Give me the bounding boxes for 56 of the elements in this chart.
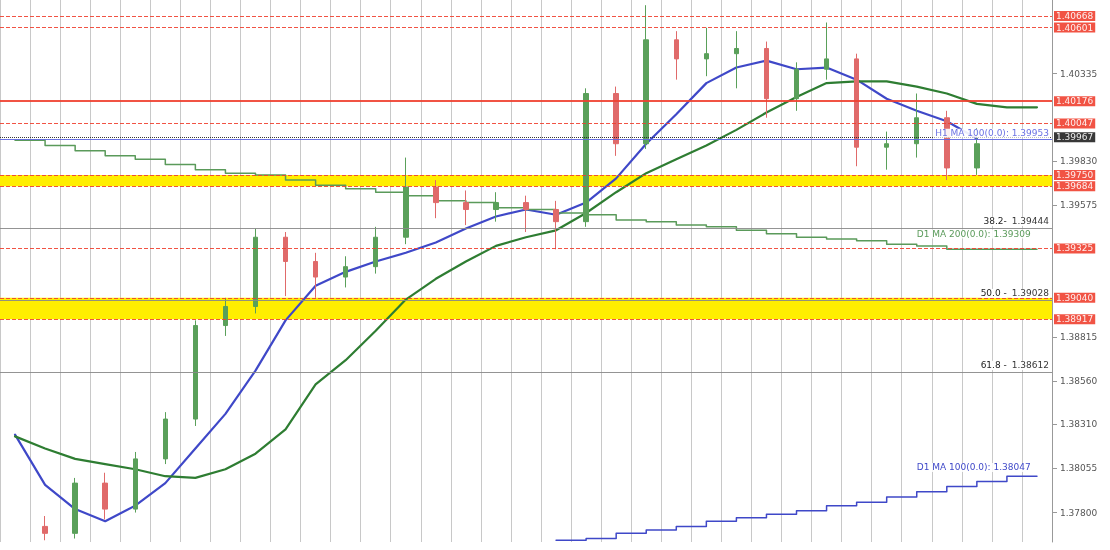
- ref-line-label: 1.39684: [1056, 181, 1094, 192]
- candlestick: [42, 515, 48, 541]
- candlestick: [283, 231, 288, 297]
- candlestick: [824, 22, 829, 81]
- ref-line-label: 1.39444: [1011, 216, 1050, 227]
- y-tick-label: 1.39830: [1060, 156, 1098, 167]
- candlestick: [373, 226, 378, 275]
- y-tick-label: 1.38815: [1060, 331, 1098, 342]
- annotation: 38.2-: [983, 216, 1007, 227]
- ref-line-label: 1.40047: [1056, 118, 1094, 129]
- y-tick-label: 1.40335: [1060, 68, 1098, 79]
- y-tick-label: 1.38560: [1060, 375, 1098, 386]
- candlestick: [163, 411, 168, 465]
- candlestick: [523, 195, 529, 233]
- annotation: 61.8 -: [980, 360, 1007, 371]
- ref-line-label: 1.39040: [1056, 292, 1094, 303]
- candlestick: [313, 252, 318, 299]
- ref-line-label: 1.40601: [1056, 22, 1094, 33]
- candlestick: [854, 53, 859, 167]
- candlestick: [734, 30, 739, 89]
- candlestick: [463, 189, 469, 226]
- y-tick-label: 1.39575: [1060, 200, 1098, 211]
- candlestick: [764, 41, 769, 119]
- candlestick: [253, 228, 258, 314]
- ref-line-label: 1.40176: [1056, 96, 1094, 107]
- ref-line-label: 1.39028: [1011, 288, 1050, 299]
- candlestick: [794, 61, 799, 112]
- series-label: D1 MA 100(0.0): 1.38047: [916, 462, 1031, 473]
- series-label: D1 MA 200(0.0): 1.39309: [916, 228, 1031, 239]
- ref-line-label: 1.38917: [1056, 314, 1094, 325]
- annotation: 50.0 -: [980, 288, 1007, 299]
- candlestick: [343, 255, 348, 288]
- y-tick-label: 1.38055: [1060, 463, 1098, 474]
- candlestick: [193, 319, 198, 427]
- candlestick: [223, 297, 228, 337]
- ref-line-label: H1 MA 100(0.0): 1.39953: [935, 128, 1049, 139]
- candlestick: [493, 191, 499, 223]
- candlestick: [914, 93, 919, 159]
- ref-line-label: 1.39750: [1056, 169, 1094, 180]
- ref-line-label: 1.38612: [1011, 360, 1049, 371]
- ref-line-label: 1.39967: [1056, 132, 1094, 143]
- candlestick: [72, 477, 78, 540]
- candlestick: [553, 200, 559, 250]
- candlestick: [403, 157, 409, 245]
- y-tick-label: 1.38310: [1060, 419, 1098, 430]
- ref-line-label: 1.39325: [1056, 243, 1094, 254]
- candlestick: [884, 131, 889, 171]
- candlestick: [704, 27, 709, 77]
- ref-line-label: 1.40668: [1056, 10, 1094, 21]
- candlestick: [674, 30, 679, 81]
- candlestick: [613, 86, 619, 157]
- candlestick: [133, 451, 138, 514]
- candlestick: [102, 472, 108, 520]
- candlestick: [643, 4, 649, 150]
- y-tick-label: 1.37800: [1060, 507, 1098, 518]
- candlestick: [433, 179, 439, 219]
